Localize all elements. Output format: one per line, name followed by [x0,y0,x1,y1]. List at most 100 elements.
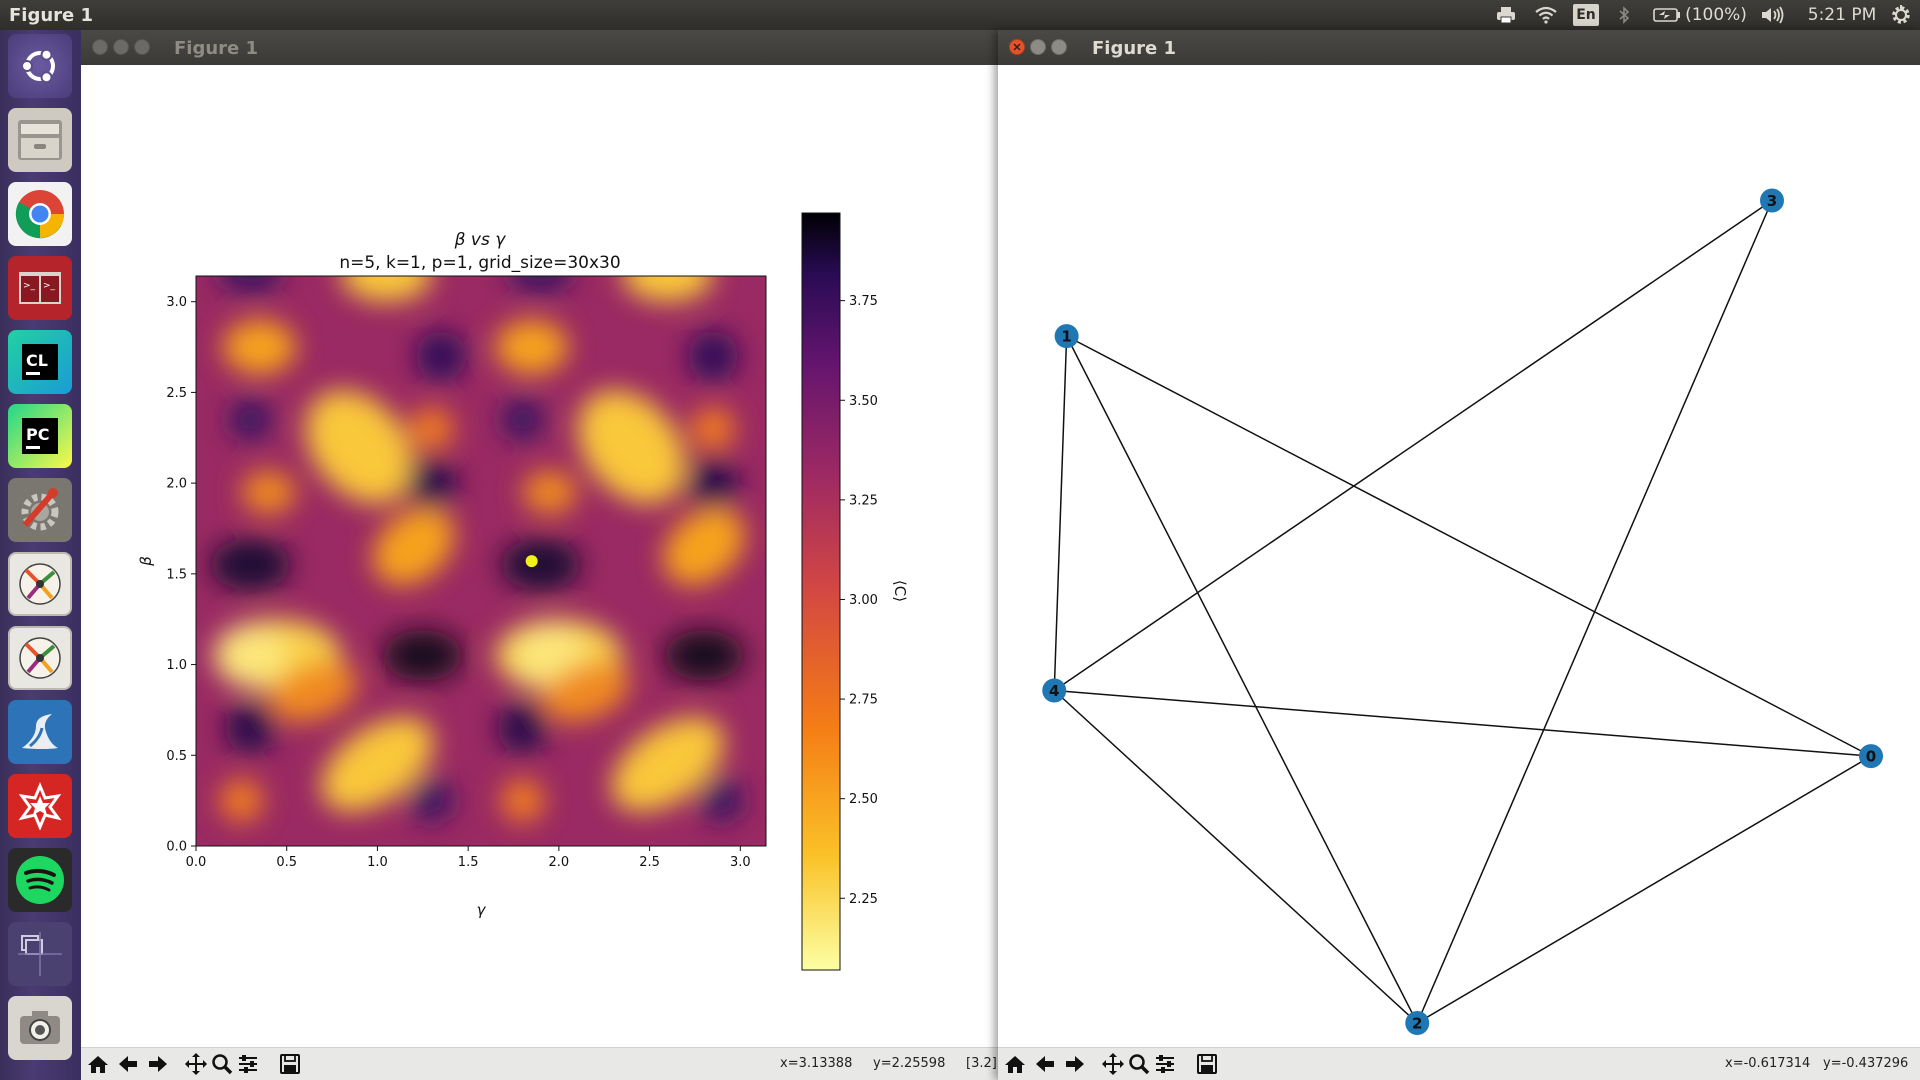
pycharm-icon[interactable]: PC [8,404,72,468]
y-tick-label: 1.0 [166,658,187,673]
top-panel: Figure 1 En (100%) 5:21 PM [0,0,1920,30]
graph-edge [1053,689,1418,1024]
x-coordinate-readout: x=-0.617314 [1725,1056,1811,1071]
y-tick-label: 1.5 [166,567,187,582]
configure-subplots-icon[interactable] [235,1051,261,1077]
window-titlebar[interactable]: Figure 1 [998,30,1920,65]
mathematica-icon[interactable] [8,774,72,838]
terminal-icon[interactable]: >_ >_ [8,256,72,320]
heatmap-region [210,539,291,591]
maximize-button[interactable] [134,39,150,55]
heatmap-region [622,276,714,302]
x-tick-label: 1.0 [367,855,388,870]
graph-edges [1053,199,1872,1024]
wifi-icon[interactable] [1532,4,1560,26]
y-coordinate-readout: y=-0.437296 [1823,1056,1909,1071]
app-icon[interactable] [8,626,72,690]
graph-node-label: 4 [1049,682,1059,700]
system-settings-icon[interactable] [8,478,72,542]
gear-icon[interactable] [1888,4,1914,26]
colorbar-tick-label: 3.25 [849,493,878,508]
colorbar-tick-label: 3.50 [849,394,878,409]
save-icon[interactable] [277,1051,303,1077]
minimize-button[interactable] [1030,39,1046,55]
configure-subplots-icon[interactable] [1152,1051,1178,1077]
bluetooth-icon[interactable] [1614,4,1634,26]
home-icon[interactable] [1002,1051,1028,1077]
chrome-icon[interactable] [8,182,72,246]
back-icon[interactable] [115,1051,141,1077]
graph-node [1760,188,1784,213]
window-titlebar[interactable]: Figure 1 [81,30,998,65]
clock[interactable]: 5:21 PM [1807,5,1877,25]
heatmap-region [497,702,548,754]
optimum-marker [525,555,538,568]
zoom-icon[interactable] [1126,1051,1152,1077]
graph-node [1054,324,1079,349]
screenshot-icon[interactable] [8,996,72,1060]
svg-text:>_: >_ [23,281,36,291]
pan-icon[interactable] [183,1051,209,1077]
ubuntu-dash-icon[interactable] [8,34,72,98]
graph-node-label: 2 [1412,1015,1422,1033]
close-button[interactable] [92,39,108,55]
pan-icon[interactable] [1100,1051,1126,1077]
heatmap-figure: β vs γ n=5, k=1, p=1, grid_size=30x30 0.… [137,212,909,971]
matplotlib-toolbar: x=3.13388 y=2.25598 [3.2] [81,1047,998,1080]
battery-icon[interactable] [1652,4,1682,26]
save-icon[interactable] [1194,1051,1220,1077]
y-tick-label: 0.0 [166,840,187,855]
graph-node [1405,1011,1430,1035]
heatmap-region [664,630,744,681]
battery-percentage: (100%) [1685,5,1747,25]
graph-edge [1053,199,1773,692]
spotify-icon[interactable] [8,848,72,912]
plot-frame [195,275,767,847]
y-axis-label: β [137,556,155,567]
heatmap-region [500,539,581,591]
printer-icon[interactable] [1493,4,1519,26]
y-coordinate-readout: y=2.25598 [873,1056,946,1071]
back-icon[interactable] [1032,1051,1058,1077]
graph-edge [1065,335,1418,1024]
launcher: >_ >_ CL PC [0,30,82,1080]
keyboard-layout-indicator[interactable]: En [1573,4,1599,26]
heatmap-image [196,276,766,846]
zoom-icon[interactable] [209,1051,235,1077]
heatmap-region [687,457,739,509]
app-icon[interactable] [8,552,72,616]
chart-subtitle: n=5, k=1, p=1, grid_size=30x30 [339,253,620,273]
heatmap-region [382,630,463,681]
value-readout: [3.2] [966,1056,997,1071]
heatmap-region [225,702,276,754]
linux-app-icon[interactable] [8,700,72,764]
x-tick-label: 0.5 [276,855,297,870]
close-button[interactable] [1009,39,1025,55]
svg-text:PC: PC [26,425,49,444]
heatmap-region [687,330,739,382]
graph-edge [1066,335,1872,757]
heatmap-region [214,624,287,687]
forward-icon[interactable] [145,1051,171,1077]
home-icon[interactable] [85,1051,111,1077]
maximize-button[interactable] [1051,39,1067,55]
graph-node [1042,678,1067,703]
heatmap-region [495,319,568,375]
heatmap-region [611,717,724,812]
files-icon[interactable] [8,108,72,172]
heatmap-region [577,390,686,504]
y-tick-label: 0.5 [166,749,187,764]
heatmap-region [219,778,264,823]
heatmap-figure-window: Figure 1 β vs γ n=5, k=1, p=1, grid_size… [81,30,998,1080]
graph-edge [1416,755,1872,1024]
heatmap-region [270,661,358,722]
workspace-switcher-icon[interactable] [8,922,72,986]
x-tick-label: 2.5 [639,855,660,870]
forward-icon[interactable] [1062,1051,1088,1077]
volume-icon[interactable] [1758,4,1788,26]
clion-icon[interactable]: CL [8,330,72,394]
minimize-button[interactable] [113,39,129,55]
chart-title: β vs γ [454,230,507,250]
active-window-title: Figure 1 [9,5,94,26]
x-coordinate-readout: x=3.13388 [780,1056,853,1071]
